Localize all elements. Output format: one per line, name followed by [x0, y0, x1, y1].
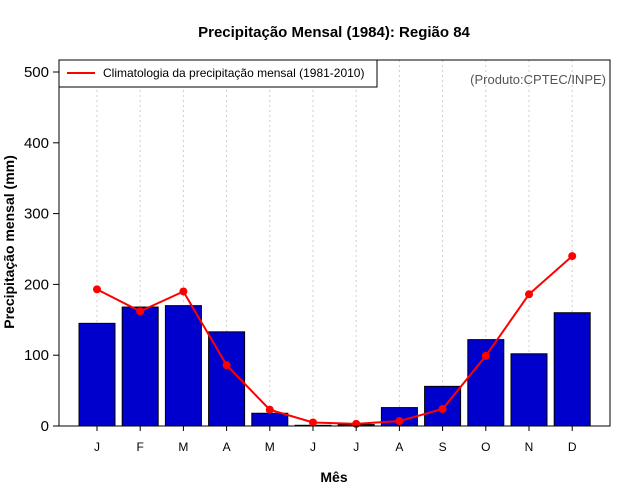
y-tick-label: 400 [24, 135, 49, 152]
x-tick-label: J [353, 440, 359, 454]
x-tick-label: O [481, 440, 490, 454]
climatology-point [265, 405, 274, 414]
climatology-line [96, 255, 573, 425]
climatology-point [568, 252, 577, 261]
y-tick-label: 0 [41, 418, 49, 435]
climatology-point [481, 351, 490, 360]
bar [251, 412, 289, 427]
climatology-point [438, 405, 447, 414]
x-tick-label: F [137, 440, 144, 454]
y-tick-label: 200 [24, 276, 49, 293]
x-tick-label: M [178, 440, 188, 454]
climatology-point [136, 307, 145, 316]
climatology-point [222, 361, 231, 370]
x-axis-title: Mês [320, 469, 347, 485]
y-tick-label: 500 [24, 64, 49, 81]
bar [121, 306, 159, 427]
x-tick-label: D [568, 440, 577, 454]
legend-entry-label: Climatologia da precipitação mensal (198… [103, 66, 364, 80]
bar [553, 312, 591, 427]
y-tick-label: 300 [24, 206, 49, 223]
x-tick-label: A [223, 440, 231, 454]
x-tick-label: N [525, 440, 534, 454]
y-axis-title: Precipitação mensal (mm) [1, 155, 17, 329]
climatology-point [93, 285, 101, 294]
legend-box [58, 59, 378, 88]
x-tick-label: J [310, 440, 316, 454]
climatology-point [179, 287, 188, 296]
legend: Climatologia da precipitação mensal (198… [58, 59, 378, 88]
climatology-point [395, 417, 404, 426]
climatology-point [309, 418, 317, 427]
x-tick-label: M [265, 440, 275, 454]
bar-series [78, 305, 591, 427]
credit-annotation: (Produto:CPTEC/INPE) [470, 72, 606, 87]
bar [78, 322, 116, 427]
bar [510, 353, 548, 427]
chart-title: Precipitação Mensal (1984): Região 84 [198, 24, 470, 41]
y-tick-label: 100 [24, 347, 49, 364]
x-tick-label: A [395, 440, 403, 454]
bar [164, 305, 202, 427]
x-tick-label: S [439, 440, 447, 454]
climatology-series [93, 252, 577, 428]
x-tick-label: J [94, 440, 100, 454]
climatology-point [525, 290, 533, 299]
